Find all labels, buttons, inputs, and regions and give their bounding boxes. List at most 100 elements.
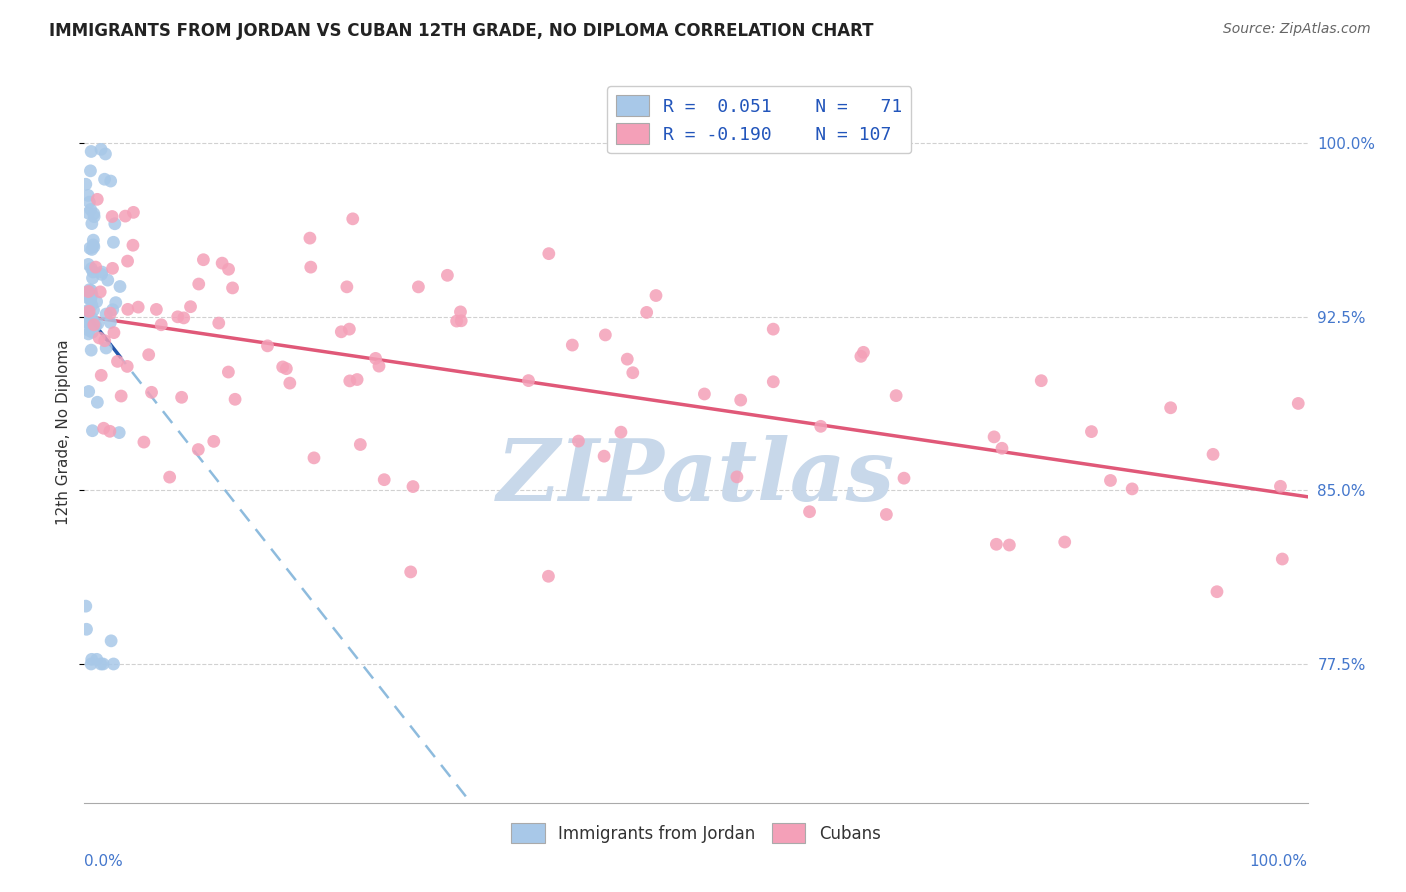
Point	[884, 389, 907, 403]
Point	[117, 254, 139, 268]
Point	[202, 434, 225, 449]
Point	[122, 238, 145, 252]
Point	[80, 287, 103, 301]
Point	[1053, 535, 1076, 549]
Point	[1160, 401, 1182, 415]
Point	[302, 450, 325, 465]
Point	[100, 633, 122, 648]
Point	[762, 375, 785, 389]
Text: IMMIGRANTS FROM JORDAN VS CUBAN 12TH GRADE, NO DIPLOMA CORRELATION CHART: IMMIGRANTS FROM JORDAN VS CUBAN 12TH GRA…	[49, 22, 873, 40]
Point	[77, 188, 100, 202]
Point	[849, 349, 872, 363]
Point	[101, 210, 124, 224]
Text: 0.0%: 0.0%	[84, 854, 124, 869]
Point	[103, 235, 125, 250]
Point	[373, 473, 395, 487]
Point	[645, 288, 668, 302]
Point	[83, 318, 105, 332]
Point	[90, 142, 112, 156]
Point	[101, 302, 124, 317]
Point	[799, 505, 821, 519]
Point	[108, 279, 131, 293]
Point	[115, 359, 138, 374]
Point	[998, 538, 1021, 552]
Point	[1270, 479, 1292, 493]
Point	[93, 172, 115, 186]
Point	[86, 294, 108, 309]
Point	[636, 305, 658, 319]
Point	[94, 147, 117, 161]
Point	[101, 261, 124, 276]
Point	[80, 293, 103, 307]
Point	[80, 145, 103, 159]
Point	[79, 202, 101, 217]
Point	[298, 231, 321, 245]
Point	[616, 352, 638, 367]
Point	[610, 425, 633, 439]
Point	[271, 359, 294, 374]
Point	[83, 303, 105, 318]
Point	[114, 209, 136, 223]
Point	[1286, 396, 1309, 410]
Point	[98, 316, 121, 330]
Point	[132, 435, 155, 450]
Point	[450, 314, 472, 328]
Point	[517, 374, 540, 388]
Point	[346, 372, 368, 386]
Point	[77, 257, 100, 271]
Point	[561, 338, 583, 352]
Y-axis label: 12th Grade, No Diploma: 12th Grade, No Diploma	[56, 340, 72, 525]
Point	[217, 365, 239, 379]
Point	[211, 256, 233, 270]
Point	[83, 240, 105, 254]
Point	[221, 281, 243, 295]
Point	[97, 273, 120, 287]
Point	[79, 311, 101, 326]
Point	[991, 442, 1014, 456]
Point	[1121, 482, 1143, 496]
Point	[86, 192, 108, 206]
Point	[90, 657, 112, 671]
Point	[986, 537, 1008, 551]
Point	[170, 390, 193, 404]
Point	[117, 302, 139, 317]
Point	[159, 470, 181, 484]
Point	[89, 285, 111, 299]
Point	[86, 395, 108, 409]
Point	[84, 318, 107, 333]
Point	[224, 392, 246, 407]
Point	[762, 322, 785, 336]
Point	[83, 210, 105, 224]
Point	[80, 652, 103, 666]
Point	[76, 305, 98, 319]
Point	[621, 366, 644, 380]
Point	[339, 374, 361, 388]
Point	[122, 205, 145, 219]
Point	[100, 174, 122, 188]
Point	[138, 348, 160, 362]
Point	[173, 310, 195, 325]
Point	[82, 271, 104, 285]
Text: 100.0%: 100.0%	[1250, 854, 1308, 869]
Point	[75, 599, 97, 614]
Point	[107, 354, 129, 368]
Point	[77, 384, 100, 399]
Text: Source: ZipAtlas.com: Source: ZipAtlas.com	[1223, 22, 1371, 37]
Point	[90, 268, 112, 282]
Point	[450, 305, 472, 319]
Point	[256, 339, 278, 353]
Point	[983, 430, 1005, 444]
Point	[79, 164, 101, 178]
Point	[77, 285, 100, 299]
Point	[80, 657, 103, 671]
Point	[852, 345, 875, 359]
Point	[82, 238, 104, 252]
Point	[100, 306, 122, 320]
Point	[141, 385, 163, 400]
Point	[187, 442, 209, 457]
Point	[79, 289, 101, 303]
Point	[337, 322, 360, 336]
Point	[893, 471, 915, 485]
Point	[166, 310, 188, 324]
Point	[77, 323, 100, 337]
